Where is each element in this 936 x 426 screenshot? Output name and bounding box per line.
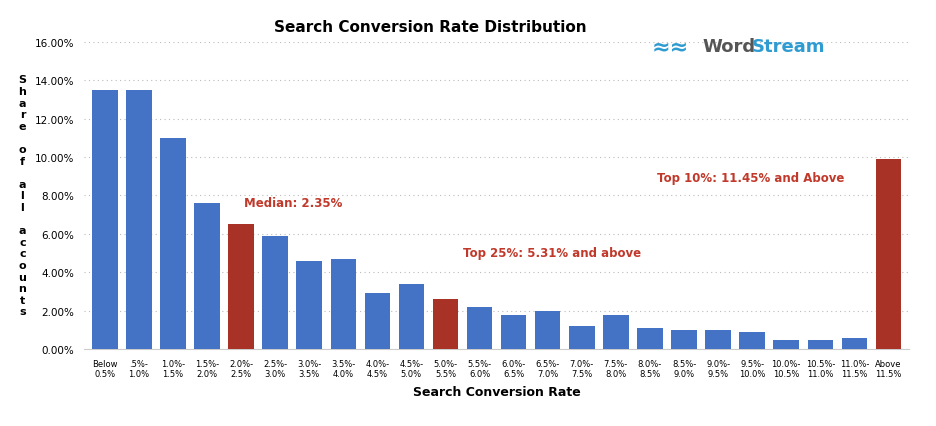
Bar: [262, 236, 287, 349]
Text: Top 25%: 5.31% and above: Top 25%: 5.31% and above: [462, 246, 640, 259]
Text: ≈≈: ≈≈: [651, 37, 688, 57]
Bar: [432, 299, 458, 349]
Bar: [466, 307, 491, 349]
Bar: [603, 315, 628, 349]
Bar: [670, 330, 696, 349]
Text: S
h
a
r
e

o
f

a
l
l

a
c
c
o
u
n
t
s: S h a r e o f a l l a c c o u n t s: [19, 75, 26, 317]
Bar: [364, 294, 389, 349]
Bar: [92, 90, 117, 349]
Bar: [568, 326, 594, 349]
Bar: [636, 328, 662, 349]
X-axis label: Search Conversion Rate: Search Conversion Rate: [412, 385, 580, 398]
Bar: [501, 315, 526, 349]
Bar: [398, 284, 424, 349]
Bar: [875, 159, 900, 349]
Bar: [534, 311, 560, 349]
Bar: [296, 261, 322, 349]
Bar: [739, 332, 764, 349]
Bar: [194, 204, 220, 349]
Text: Top 10%: 11.45% and Above: Top 10%: 11.45% and Above: [656, 172, 843, 184]
Bar: [841, 338, 866, 349]
Bar: [330, 259, 356, 349]
Bar: [807, 340, 832, 349]
Bar: [160, 138, 185, 349]
Title: Search Conversion Rate Distribution: Search Conversion Rate Distribution: [274, 20, 586, 35]
Bar: [705, 330, 730, 349]
Bar: [772, 340, 798, 349]
Text: Median: 2.35%: Median: 2.35%: [244, 196, 343, 209]
Bar: [228, 225, 254, 349]
Bar: [126, 90, 152, 349]
Text: Stream: Stream: [751, 38, 824, 56]
Text: Word: Word: [702, 38, 755, 56]
